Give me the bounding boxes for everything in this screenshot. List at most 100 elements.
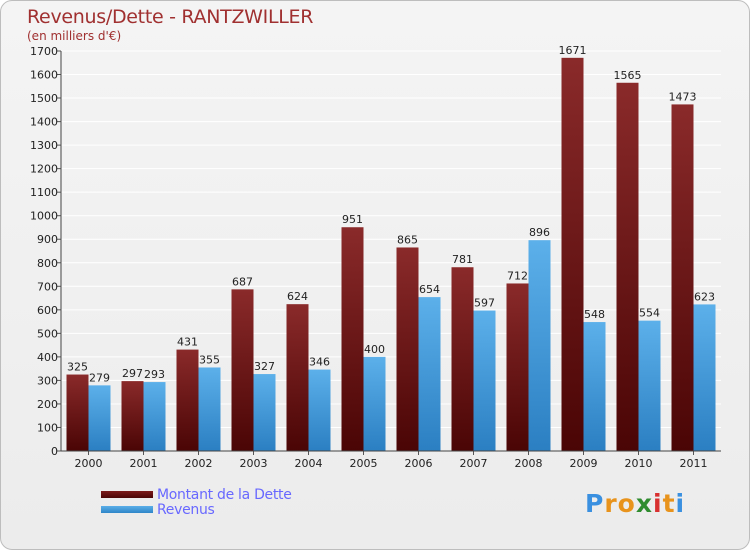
data-label-dette-2002: 431 [177, 336, 198, 349]
data-label-revenus-2010: 554 [639, 307, 660, 320]
bar-dette-2002 [176, 349, 199, 451]
data-label-revenus-2007: 597 [474, 297, 495, 310]
y-tick-label: 1400 [30, 116, 58, 129]
y-tick-label: 100 [37, 421, 58, 434]
legend-label-revenus: Revenus [157, 501, 215, 518]
data-label-dette-2004: 624 [287, 290, 308, 303]
bar-dette-2011 [671, 104, 694, 451]
x-tick-label: 2007 [460, 457, 488, 470]
x-axis-ticks: 2000 2001 2002 2003 2004 2005 2006 2007 2008 2009… [75, 451, 708, 470]
logo-letter: P [585, 489, 605, 518]
legend-swatch-revenus [101, 506, 153, 513]
y-tick-label: 800 [37, 257, 58, 270]
data-label-dette-2000: 325 [67, 361, 88, 374]
data-label-dette-2005: 951 [342, 213, 363, 226]
proxiti-logo: Proxiti [585, 489, 685, 518]
logo-letter: i [675, 489, 686, 518]
bar-revenus-2007 [473, 310, 496, 451]
data-label-revenus-2001: 293 [144, 368, 165, 381]
x-tick-label: 2011 [680, 457, 708, 470]
x-tick-label: 2006 [405, 457, 433, 470]
bar-revenus-2002 [198, 367, 221, 451]
chart-title: Revenus/Dette - RANTZWILLER [27, 6, 314, 28]
y-tick-label: 500 [37, 327, 58, 340]
logo-letter: r [604, 489, 618, 518]
data-label-dette-2010: 1565 [614, 69, 642, 82]
bar-dette-2003 [231, 289, 254, 451]
bar-revenus-2006 [418, 297, 441, 451]
y-tick-label: 1200 [30, 163, 58, 176]
data-label-dette-2003: 687 [232, 275, 253, 288]
x-tick-label: 2010 [625, 457, 653, 470]
x-tick-label: 2001 [130, 457, 158, 470]
axes [60, 51, 721, 452]
legend-item-revenus: Revenus [101, 501, 292, 518]
data-label-dette-2007: 781 [452, 253, 473, 266]
data-label-dette-2001: 297 [122, 367, 143, 380]
bar-dette-2010 [616, 82, 639, 451]
data-label-revenus-2003: 327 [254, 360, 275, 373]
bar-revenus-2005 [363, 356, 386, 451]
y-tick-label: 700 [37, 280, 58, 293]
bar-revenus-2009 [583, 322, 606, 451]
data-label-dette-2011: 1473 [669, 90, 697, 103]
x-tick-label: 2005 [350, 457, 378, 470]
data-label-revenus-2005: 400 [364, 343, 385, 356]
bar-dette-2009 [561, 57, 584, 452]
y-tick-label: 1300 [30, 139, 58, 152]
legend-item-dette: Montant de la Dette [101, 486, 292, 503]
data-label-dette-2008: 712 [507, 269, 528, 282]
data-label-revenus-2000: 279 [89, 371, 110, 384]
y-tick-label: 1600 [30, 69, 58, 82]
x-tick-label: 2009 [570, 457, 598, 470]
bar-revenus-2000 [88, 385, 111, 451]
y-tick-label: 0 [51, 445, 58, 458]
data-label-revenus-2009: 548 [584, 308, 605, 321]
chart-subtitle: (en milliers d'€) [27, 29, 122, 43]
bar-dette-2000 [66, 374, 89, 451]
legend: Montant de la Dette Revenus [101, 486, 292, 518]
x-tick-label: 2003 [240, 457, 268, 470]
x-tick-label: 2002 [185, 457, 213, 470]
x-tick-label: 2000 [75, 457, 103, 470]
data-label-revenus-2004: 346 [309, 356, 330, 369]
y-axis-ticks: 0 100 200 300 400 500 600 700 800 900 1000 1100 1200… [30, 45, 61, 458]
bar-revenus-2004 [308, 369, 331, 451]
bar-dette-2001 [121, 381, 144, 451]
bar-dette-2004 [286, 304, 309, 451]
y-tick-label: 1000 [30, 210, 58, 223]
y-tick-label: 1500 [30, 92, 58, 105]
data-label-revenus-2008: 896 [529, 226, 550, 239]
logo-letter: i [653, 489, 663, 518]
y-tick-label: 600 [37, 304, 58, 317]
bar-dette-2007 [451, 267, 474, 451]
x-tick-label: 2004 [295, 457, 323, 470]
bar-revenus-2008 [528, 240, 551, 451]
y-tick-label: 1700 [30, 45, 58, 58]
y-tick-label: 300 [37, 374, 58, 387]
bar-dette-2006 [396, 247, 419, 451]
bar-revenus-2010 [638, 320, 661, 451]
bar-dette-2005 [341, 227, 364, 451]
logo-letter: t [662, 489, 676, 518]
data-label-revenus-2006: 654 [419, 283, 440, 296]
bar-revenus-2011 [693, 304, 716, 451]
y-tick-label: 400 [37, 351, 58, 364]
logo-letter: x [635, 489, 653, 518]
data-label-revenus-2002: 355 [199, 353, 220, 366]
bar-revenus-2001 [143, 382, 166, 451]
y-tick-label: 900 [37, 233, 58, 246]
data-label-dette-2009: 1671 [559, 44, 587, 57]
legend-label-dette: Montant de la Dette [157, 486, 292, 503]
bar-dette-2008 [506, 283, 529, 451]
logo-letter: o [617, 489, 636, 518]
x-tick-label: 2008 [515, 457, 543, 470]
data-label-dette-2006: 865 [397, 233, 418, 246]
grid-lines [61, 50, 721, 452]
legend-swatch-dette [101, 491, 153, 498]
data-label-revenus-2011: 623 [694, 290, 715, 303]
y-tick-label: 1100 [30, 186, 58, 199]
